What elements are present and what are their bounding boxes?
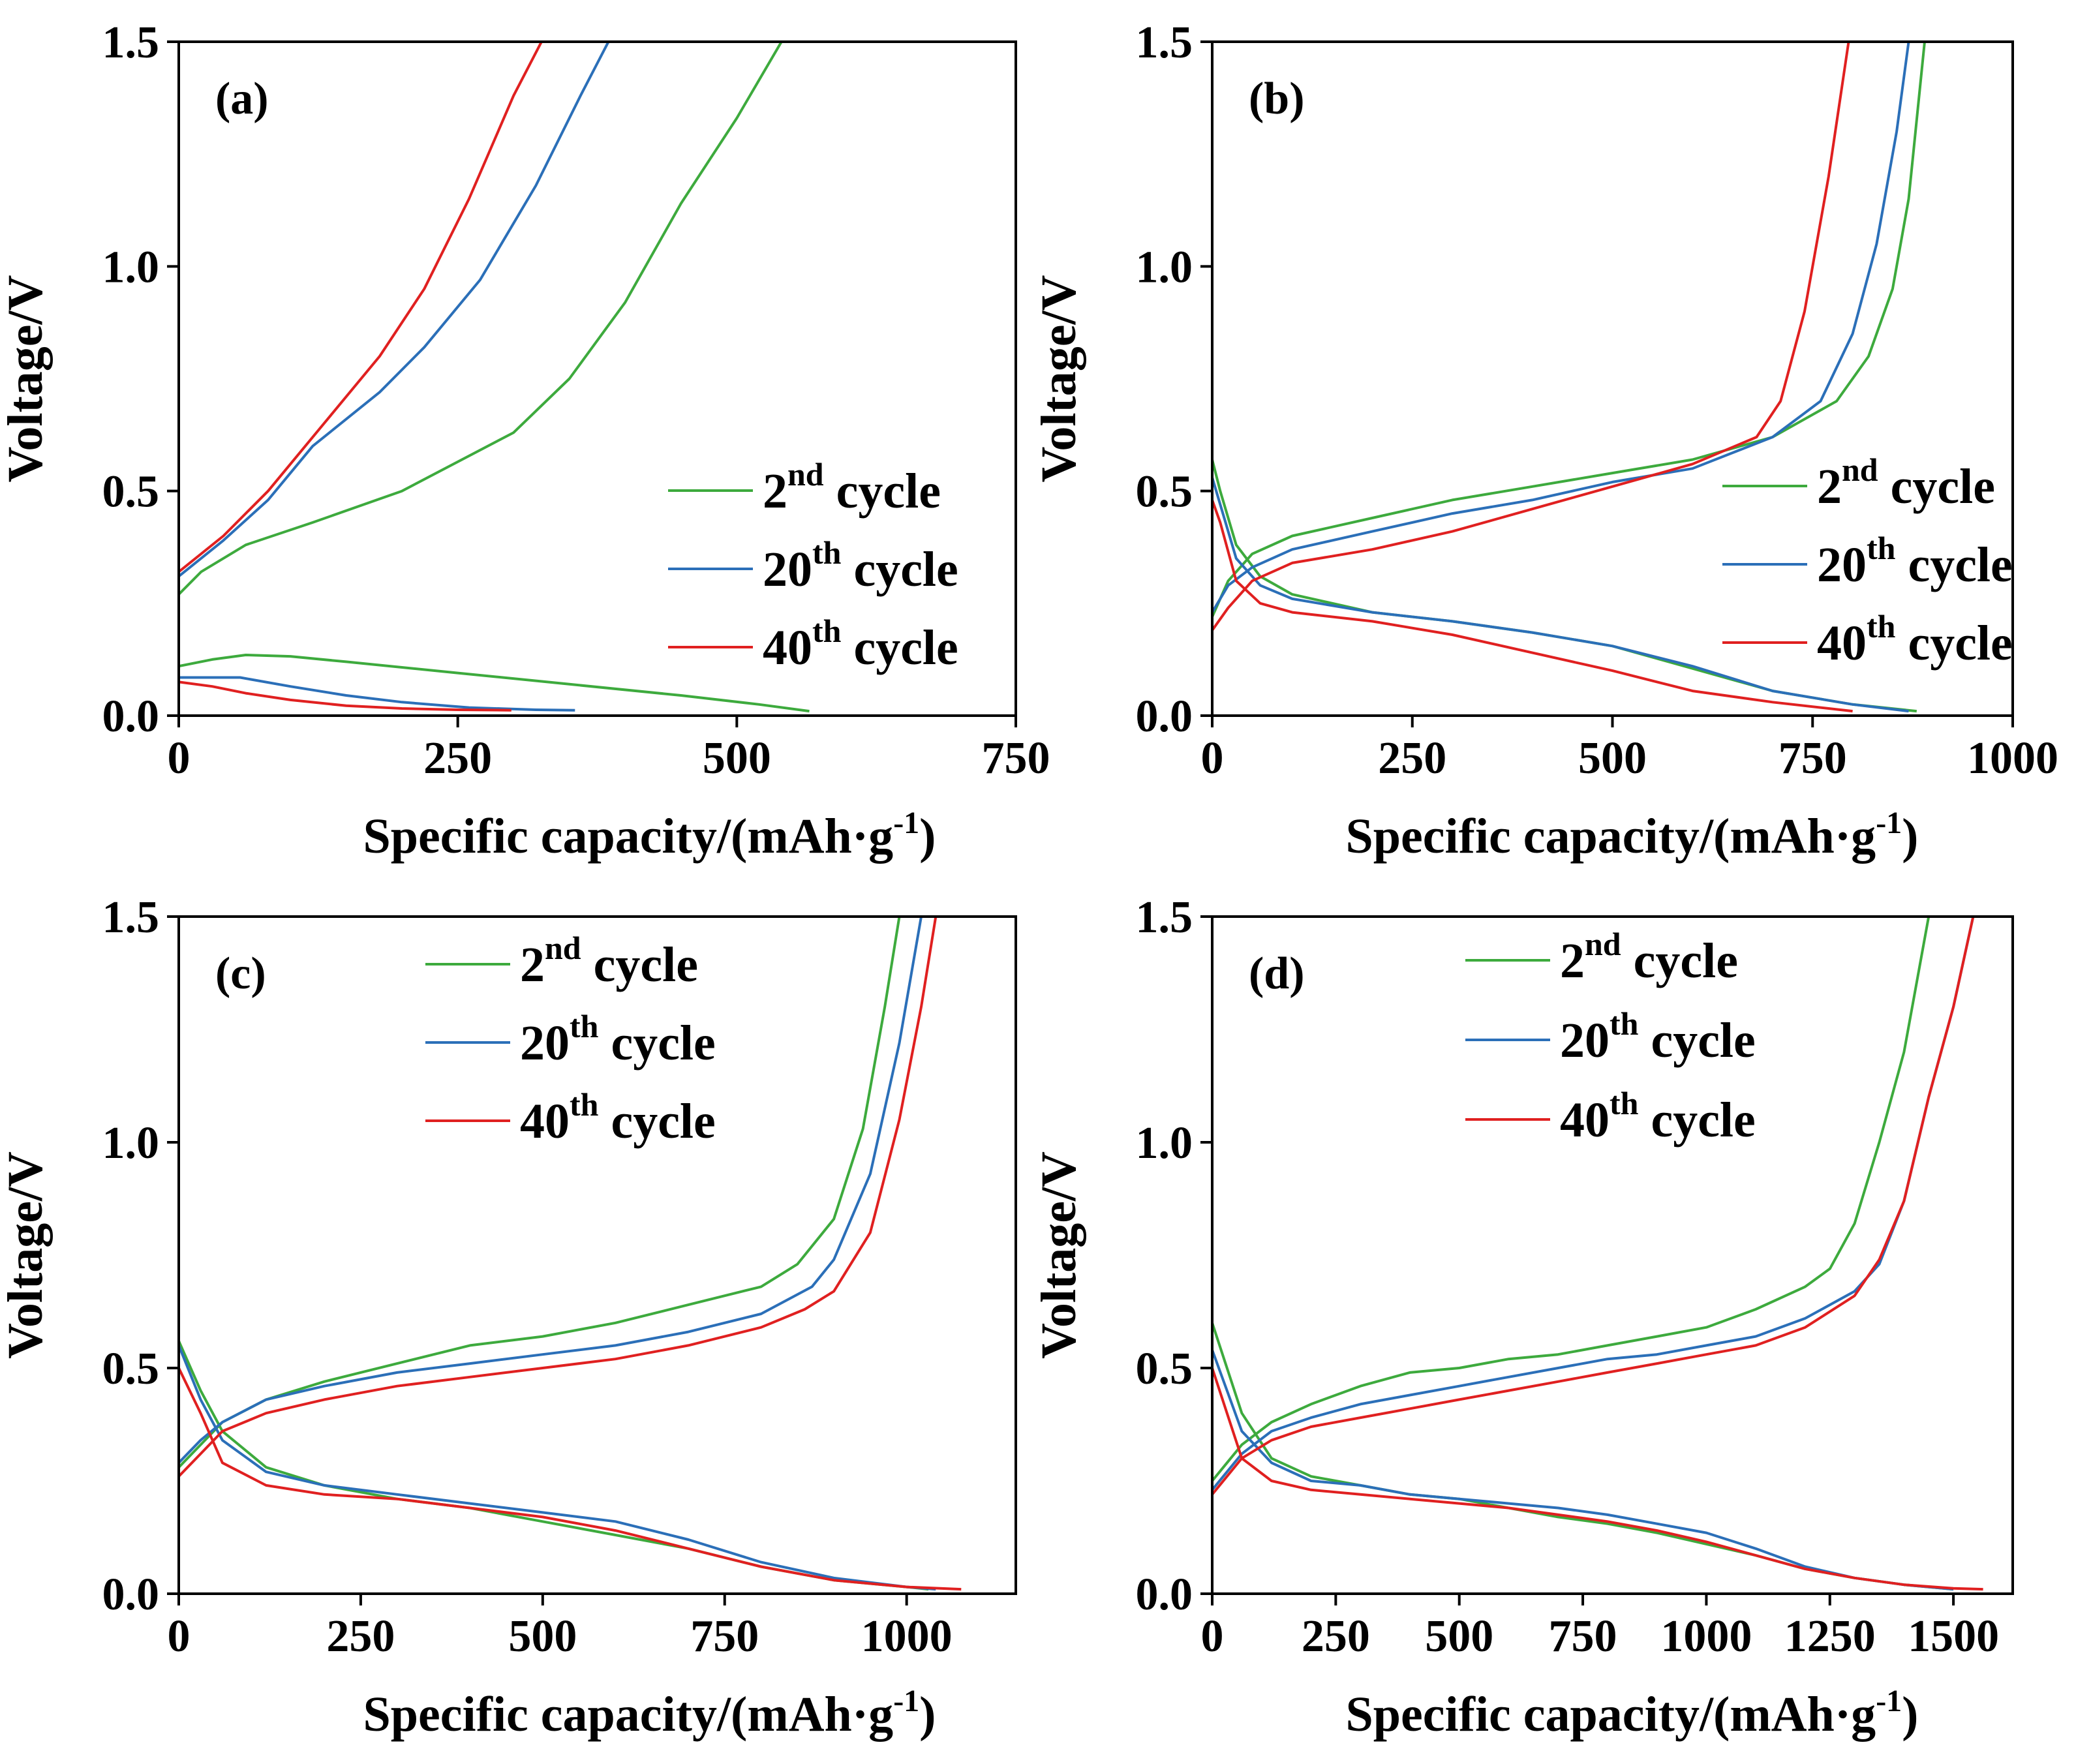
series-line-20th-charge xyxy=(1212,42,1910,613)
legend: 2nd cycle 20th cycle 40th cycle xyxy=(425,930,716,1149)
y-tick-label: 1.0 xyxy=(1136,1118,1193,1168)
x-tick-label: 750 xyxy=(1549,1611,1617,1662)
series-line-40th-discharge xyxy=(1212,1367,1983,1591)
y-tick-label: 0.5 xyxy=(102,467,160,517)
series-line-20th-charge xyxy=(179,42,610,578)
y-tick-label: 1.5 xyxy=(102,18,160,68)
x-tick-label: 250 xyxy=(1378,733,1446,783)
x-axis-title: Specific capacity/(mAh·g-1) xyxy=(363,1684,936,1742)
series-line-20th-discharge xyxy=(1212,477,1909,713)
x-tick-label: 0 xyxy=(168,1611,191,1662)
y-tick-label: 0.0 xyxy=(102,1570,160,1620)
chart-panel-1: 0 250 500 750 1000 0.0 0.5 1.0 1.5 Specific capac… xyxy=(1031,18,2058,864)
y-tick-label: 1.5 xyxy=(1136,892,1193,943)
legend: 2nd cycle 20th cycle 40th cycle xyxy=(1465,926,1756,1148)
y-tick-label: 1.0 xyxy=(1136,242,1193,292)
y-tick-label: 1.0 xyxy=(102,242,160,292)
x-tick-label: 750 xyxy=(982,733,1050,783)
legend-entry: 20th cycle xyxy=(763,534,958,597)
legend-entry: 2nd cycle xyxy=(520,930,698,992)
legend-entry: 2nd cycle xyxy=(1560,926,1738,988)
series-line-2nd-charge xyxy=(1212,42,1926,618)
legend-entry: 20th cycle xyxy=(1817,530,2013,592)
x-tick-label: 1000 xyxy=(1660,1611,1752,1662)
legend: 2nd cycle 20th cycle 40th cycle xyxy=(1722,451,2013,671)
axes-frame xyxy=(177,40,1017,717)
y-tick-label: 0.5 xyxy=(1136,467,1193,517)
series-line-40th-discharge xyxy=(179,680,511,712)
legend-entry: 2nd cycle xyxy=(763,456,941,519)
plot-area xyxy=(179,917,1016,1591)
plot-area xyxy=(179,42,810,713)
legend-entry: 40th cycle xyxy=(1817,608,2013,671)
series-line-40th-charge xyxy=(179,42,543,573)
series-line-40th-discharge xyxy=(179,1367,962,1591)
y-tick-label: 1.5 xyxy=(102,892,160,943)
chart-panel-3: 0 250 500 750 1000 1250 1500 0.0 0.5 1.0 1.5 Specif… xyxy=(1031,892,2014,1742)
x-tick-label: 250 xyxy=(1302,1611,1370,1662)
plot-area xyxy=(1212,42,1926,713)
x-tick-label: 500 xyxy=(1578,733,1647,783)
x-tick-label: 1000 xyxy=(861,1611,953,1662)
x-tick-label: 500 xyxy=(703,733,771,783)
y-tick-label: 0.5 xyxy=(1136,1344,1193,1394)
series-line-2nd-charge xyxy=(179,42,783,596)
series-line-40th-charge xyxy=(1212,917,1975,1496)
y-axis-title: Voltage/V xyxy=(0,275,53,482)
x-tick-label: 1000 xyxy=(1967,733,2058,783)
legend-entry: 40th cycle xyxy=(520,1086,716,1149)
panel-label: (a) xyxy=(215,74,269,124)
x-tick-label: 500 xyxy=(508,1611,577,1662)
legend-entry: 2nd cycle xyxy=(1817,451,1995,514)
x-tick-label: 250 xyxy=(423,733,492,783)
panel-label: (d) xyxy=(1249,949,1305,999)
series-line-40th-charge xyxy=(179,917,1016,1478)
y-axis-title: Voltage/V xyxy=(1031,275,1086,482)
series-line-20th-discharge xyxy=(179,676,575,712)
x-tick-label: 250 xyxy=(326,1611,395,1662)
legend: 2nd cycle 20th cycle 40th cycle xyxy=(668,456,958,675)
x-tick-label: 500 xyxy=(1425,1611,1493,1662)
plot-area xyxy=(1212,917,1983,1591)
x-axis-title: Specific capacity/(mAh·g-1) xyxy=(363,806,936,864)
series-line-2nd-discharge xyxy=(179,654,810,713)
x-tick-label: 1250 xyxy=(1784,1611,1876,1662)
chart-panel-0: 0 250 500 750 0.0 0.5 1.0 1.5 Specific capacity/… xyxy=(0,18,1050,864)
chart-panel-2: 0 250 500 750 1000 0.0 0.5 1.0 1.5 Specific capac… xyxy=(0,892,1017,1742)
x-tick-label: 0 xyxy=(168,733,191,783)
legend-entry: 40th cycle xyxy=(1560,1085,1756,1148)
series-line-40th-discharge xyxy=(1212,499,1853,713)
panels: 0 250 500 750 0.0 0.5 1.0 1.5 Specific capacity/… xyxy=(0,18,2058,1742)
series-line-40th-charge xyxy=(1212,42,1850,631)
y-tick-label: 1.5 xyxy=(1136,18,1193,68)
y-tick-label: 0.5 xyxy=(102,1344,160,1394)
y-tick-label: 1.0 xyxy=(102,1118,160,1168)
legend-entry: 20th cycle xyxy=(1560,1005,1756,1068)
legend-entry: 40th cycle xyxy=(763,613,958,675)
y-tick-label: 0.0 xyxy=(1136,692,1193,742)
series-line-20th-discharge xyxy=(1212,1349,1954,1591)
y-axis-title: Voltage/V xyxy=(0,1151,53,1359)
axes-frame xyxy=(1211,915,2014,1595)
x-tick-label: 0 xyxy=(1201,733,1224,783)
x-axis-title: Specific capacity/(mAh·g-1) xyxy=(1346,806,1919,864)
legend-entry: 20th cycle xyxy=(520,1008,716,1071)
x-axis-title: Specific capacity/(mAh·g-1) xyxy=(1346,1684,1919,1742)
y-axis-title: Voltage/V xyxy=(1031,1151,1086,1359)
x-tick-label: 0 xyxy=(1201,1611,1224,1662)
x-tick-label: 1500 xyxy=(1908,1611,1999,1662)
panel-label: (b) xyxy=(1249,74,1305,124)
series-line-20th-charge xyxy=(179,917,1016,1464)
series-line-2nd-charge xyxy=(1212,917,1931,1482)
x-tick-label: 750 xyxy=(1778,733,1847,783)
panel-label: (c) xyxy=(215,949,266,999)
series-line-20th-discharge xyxy=(179,1345,936,1591)
y-tick-label: 0.0 xyxy=(102,692,160,742)
x-tick-label: 750 xyxy=(690,1611,759,1662)
axes-frame xyxy=(177,915,1017,1595)
y-tick-label: 0.0 xyxy=(1136,1570,1193,1620)
